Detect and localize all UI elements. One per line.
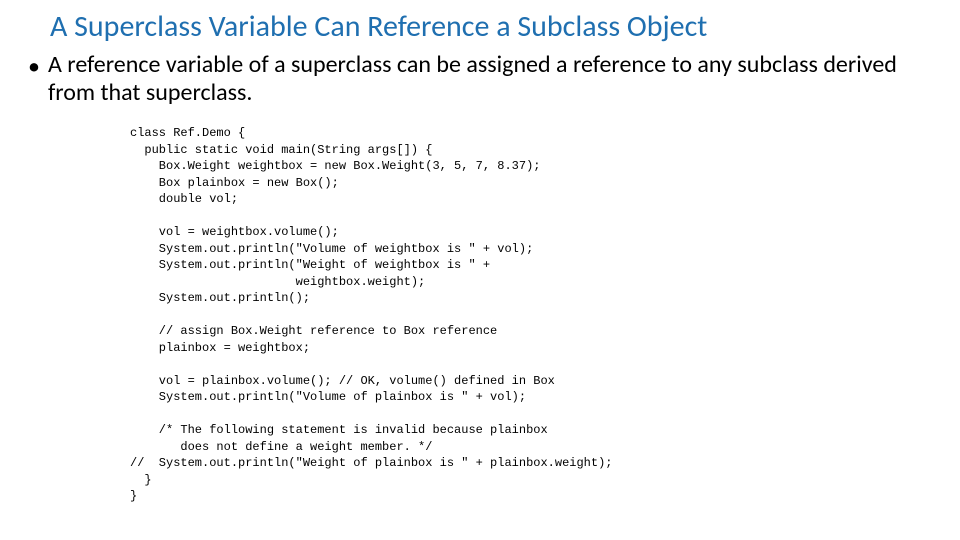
code-line: Box.Weight weightbox = new Box.Weight(3,… xyxy=(130,159,540,173)
code-line: System.out.println("Weight of weightbox … xyxy=(130,258,490,272)
code-line: double vol; xyxy=(130,192,238,206)
bullet-dot: • xyxy=(28,53,40,81)
code-line: vol = weightbox.volume(); xyxy=(130,225,339,239)
code-line: Box plainbox = new Box(); xyxy=(130,176,339,190)
code-line: // System.out.println("Weight of plainbo… xyxy=(130,456,612,470)
code-line: System.out.println(); xyxy=(130,291,310,305)
code-line: vol = plainbox.volume(); // OK, volume()… xyxy=(130,374,555,388)
code-line: System.out.println("Volume of plainbox i… xyxy=(130,390,526,404)
code-line: plainbox = weightbox; xyxy=(130,341,310,355)
code-line: public static void main(String args[]) { xyxy=(130,143,432,157)
code-block: class Ref.Demo { public static void main… xyxy=(0,107,960,505)
code-line: class Ref.Demo { xyxy=(130,126,245,140)
code-line: // assign Box.Weight reference to Box re… xyxy=(130,324,497,338)
code-line: System.out.println("Volume of weightbox … xyxy=(130,242,533,256)
code-line: } xyxy=(130,473,152,487)
code-line: does not define a weight member. */ xyxy=(130,440,432,454)
slide-title: A Superclass Variable Can Reference a Su… xyxy=(0,0,960,51)
code-line: weightbox.weight); xyxy=(130,275,425,289)
code-line: } xyxy=(130,489,137,503)
bullet-item: • A reference variable of a superclass c… xyxy=(0,51,960,107)
bullet-text: A reference variable of a superclass can… xyxy=(48,51,928,107)
code-line: /* The following statement is invalid be… xyxy=(130,423,548,437)
